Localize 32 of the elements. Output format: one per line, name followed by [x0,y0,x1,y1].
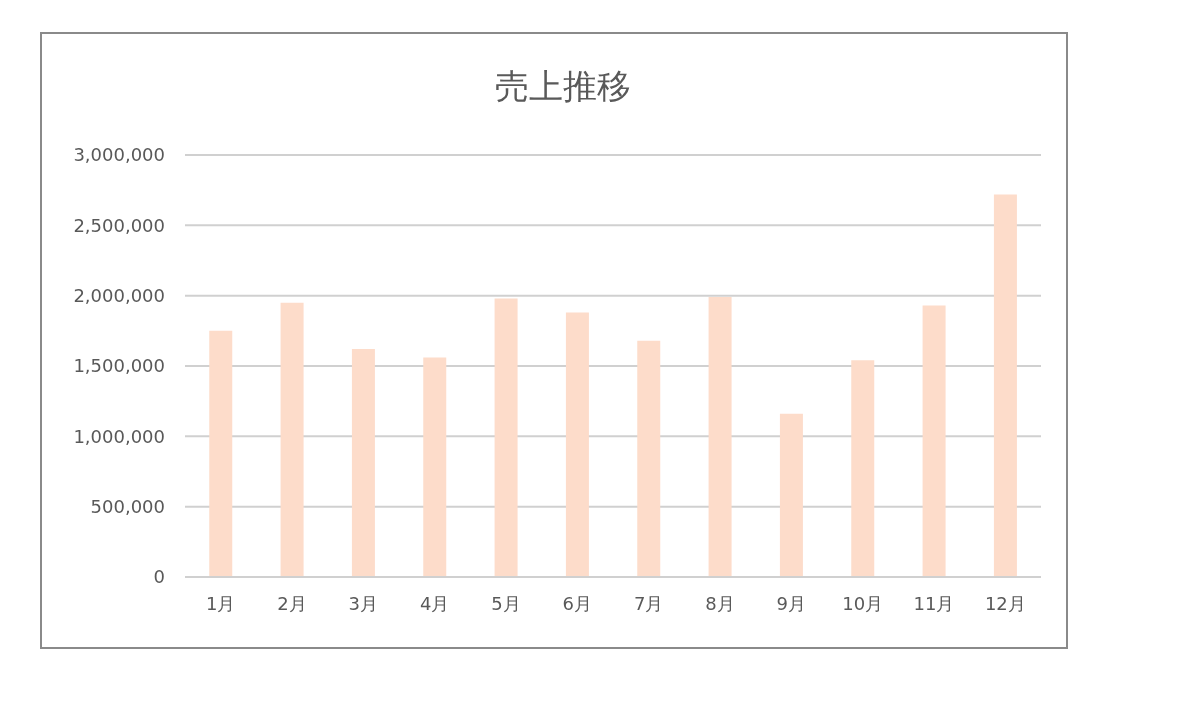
y-tick-label: 500,000 [90,496,165,518]
y-tick-label: 0 [153,566,165,588]
y-tick-label: 1,000,000 [73,425,165,447]
y-tick-label: 2,500,000 [73,214,165,236]
bar [565,312,589,577]
bar [423,357,447,577]
x-tick-label: 7月 [633,592,664,614]
bar [637,340,661,577]
bar [993,194,1017,577]
y-tick-label: 2,000,000 [73,285,165,307]
bar [708,297,732,577]
bar [922,305,946,577]
bar [851,360,875,577]
bar [779,413,803,577]
bar [209,330,233,577]
y-tick-label: 3,000,000 [73,144,165,166]
x-tick-label: 10月 [842,592,884,614]
x-tick-label: 4月 [419,592,450,614]
y-tick-label: 1,500,000 [73,355,165,377]
x-tick-label: 1月 [205,592,236,614]
x-tick-label: 11月 [913,592,955,614]
bar [494,298,518,577]
x-tick-label: 6月 [562,592,593,614]
x-tick-label: 8月 [705,592,735,614]
x-tick-label: 2月 [277,592,307,614]
x-tick-label: 5月 [491,592,521,614]
x-tick-label: 12月 [984,592,1026,614]
chart-title: 売上推移 [494,65,632,108]
x-tick-label: 3月 [348,592,379,614]
bar [351,349,375,577]
bar [280,302,304,577]
x-tick-label: 9月 [776,592,807,614]
